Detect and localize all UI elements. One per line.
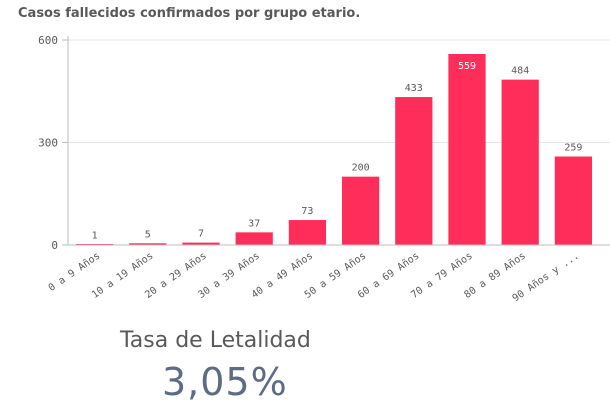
axes bbox=[67, 36, 610, 246]
bar bbox=[129, 243, 167, 245]
data-label: 259 bbox=[564, 143, 582, 154]
data-label: 200 bbox=[352, 163, 370, 174]
y-tick-label: 600 bbox=[38, 34, 58, 47]
data-label: 5 bbox=[145, 229, 151, 240]
y-tick-label: 0 bbox=[51, 239, 58, 252]
data-label: 37 bbox=[248, 218, 260, 229]
bar bbox=[448, 54, 486, 246]
kpi-value: 3,05% bbox=[162, 360, 288, 404]
data-label: 73 bbox=[301, 206, 313, 217]
bar bbox=[235, 232, 273, 245]
data-label: 1 bbox=[92, 231, 98, 242]
data-label: 559 bbox=[458, 61, 476, 72]
bar bbox=[501, 79, 539, 245]
data-label: 433 bbox=[405, 83, 423, 94]
bar bbox=[288, 220, 327, 245]
bar bbox=[182, 242, 220, 245]
kpi-label: Tasa de Letalidad bbox=[120, 328, 311, 353]
chart-title: Casos fallecidos confirmados por grupo e… bbox=[18, 6, 361, 21]
data-label: 7 bbox=[198, 229, 204, 240]
y-tick-label: 300 bbox=[38, 137, 58, 150]
bar bbox=[341, 176, 380, 245]
x-tick-label: 0 a 9 Años bbox=[47, 250, 103, 294]
bar bbox=[554, 156, 593, 245]
data-label: 484 bbox=[511, 66, 529, 77]
bar bbox=[395, 97, 433, 245]
bars bbox=[75, 54, 593, 246]
